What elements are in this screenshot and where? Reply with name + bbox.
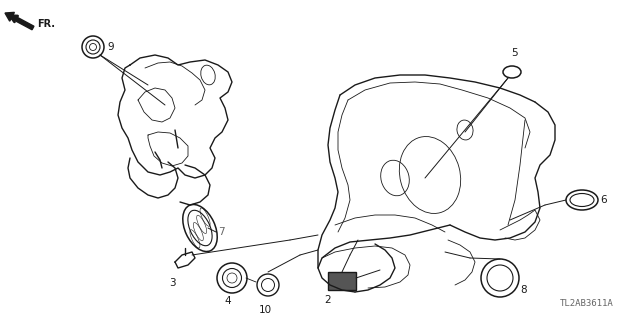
Text: 6: 6 xyxy=(600,195,607,205)
FancyBboxPatch shape xyxy=(328,272,356,290)
Text: 5: 5 xyxy=(512,48,518,58)
Text: 9: 9 xyxy=(107,42,114,52)
Text: 3: 3 xyxy=(169,278,175,288)
Text: 4: 4 xyxy=(225,296,231,306)
Text: FR.: FR. xyxy=(37,19,55,29)
Text: 8: 8 xyxy=(520,285,527,295)
Text: 2: 2 xyxy=(324,295,332,305)
Text: TL2AB3611A: TL2AB3611A xyxy=(560,299,614,308)
FancyArrow shape xyxy=(5,12,34,30)
Text: 7: 7 xyxy=(218,227,225,237)
Text: 10: 10 xyxy=(259,305,271,315)
